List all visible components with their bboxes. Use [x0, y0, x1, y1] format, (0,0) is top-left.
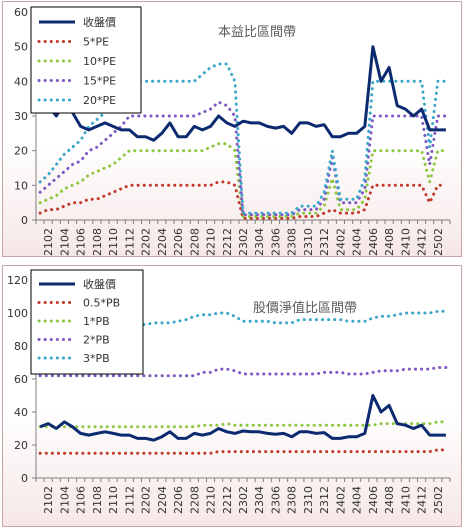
- x-tick-label: 2306: [269, 228, 282, 256]
- x-tick-label: 2106: [75, 486, 88, 514]
- x-tick-label: 2408: [383, 228, 396, 256]
- x-tick-label: 2310: [302, 228, 315, 256]
- x-tick-label: 2412: [416, 228, 429, 256]
- x-tick-label: 2106: [75, 228, 88, 256]
- x-tick-label: 2110: [107, 486, 120, 514]
- x-tick-label: 2206: [172, 228, 185, 256]
- x-tick-label: 2310: [302, 486, 315, 514]
- series-line-4: [38, 62, 448, 215]
- x-tick-label: 2404: [351, 486, 364, 514]
- legend-box: [30, 269, 144, 375]
- x-tick-label: 2304: [253, 228, 266, 256]
- x-tick-label: 2406: [367, 228, 380, 256]
- x-tick-label: 2112: [123, 228, 136, 256]
- y-tick-label: 120: [7, 274, 28, 287]
- x-tick-label: 2210: [205, 486, 218, 514]
- legend-label: 10*PE: [83, 55, 116, 68]
- x-tick-label: 2308: [286, 486, 299, 514]
- y-tick-label: 30: [14, 110, 28, 123]
- legend-label: 收盤價: [83, 277, 116, 291]
- y-tick-label: 10: [14, 179, 28, 192]
- y-tick-label: 40: [14, 75, 28, 88]
- y-tick-label: 0: [21, 214, 28, 227]
- x-tick-label: 2108: [91, 228, 104, 256]
- x-tick-label: 2312: [318, 486, 331, 514]
- chart-title: 股價淨值比區間帶: [253, 300, 357, 316]
- x-tick-label: 2406: [367, 486, 380, 514]
- series-line-0: [39, 45, 446, 142]
- x-tick-label: 2208: [188, 486, 201, 514]
- x-tick-label: 2210: [205, 228, 218, 256]
- pb-band-chart-panel: 0 20 40 60 80 100 120 2102 2104 2106 2108 2110 2112 2…: [2, 265, 462, 527]
- x-tick-label: 2302: [237, 228, 250, 256]
- x-tick-label: 2404: [351, 228, 364, 256]
- x-tick-label: 2102: [42, 486, 55, 514]
- y-tick-label: 40: [14, 406, 28, 419]
- y-tick-label: 50: [14, 41, 28, 54]
- x-tick-label: 2306: [269, 486, 282, 514]
- legend-label: 1*PB: [83, 315, 110, 328]
- legend-label: 20*PE: [83, 94, 116, 107]
- pe-band-chart-panel: 0 10 20 30 40 50 60 2102 2104 2106 2108 2110 2112 220…: [2, 1, 462, 257]
- x-tick-label: 2204: [156, 228, 169, 256]
- legend-box: [30, 6, 142, 114]
- x-tick-label: 2502: [432, 486, 445, 514]
- x-tick-label: 2202: [140, 486, 153, 514]
- series-line-1: [38, 448, 448, 455]
- x-tick-label: 2102: [42, 228, 55, 256]
- x-tick-label: 2206: [172, 486, 185, 514]
- x-tick-label: 2104: [58, 486, 71, 514]
- x-tick-label: 2108: [91, 486, 104, 514]
- x-tick-label: 2212: [221, 228, 234, 256]
- y-tick-label: 60: [14, 373, 28, 386]
- x-tick-label: 2408: [383, 486, 396, 514]
- legend-label: 3*PB: [83, 352, 110, 365]
- legend-label: 2*PB: [83, 334, 110, 347]
- y-tick-label: 60: [14, 6, 28, 19]
- x-tick-label: 2304: [253, 486, 266, 514]
- series-line-3: [38, 100, 448, 217]
- x-tick-label: 2110: [107, 228, 120, 256]
- series-line-0: [39, 394, 446, 442]
- x-tick-label: 2112: [123, 486, 136, 514]
- legend-label: 5*PE: [83, 36, 109, 49]
- x-tick-label: 2502: [432, 228, 445, 256]
- legend-label: 0.5*PB: [83, 297, 120, 310]
- x-tick-label: 2410: [399, 486, 412, 514]
- y-tick-label: 20: [14, 439, 28, 452]
- x-tick-label: 2202: [140, 228, 153, 256]
- x-tick-label: 2312: [318, 228, 331, 256]
- y-tick-label: 0: [21, 472, 28, 485]
- legend-label: 15*PE: [83, 75, 116, 88]
- x-tick-label: 2412: [416, 486, 429, 514]
- pe-band-chart: 0 10 20 30 40 50 60 2102 2104 2106 2108 2110 2112 220…: [14, 6, 451, 256]
- y-tick-label: 100: [7, 307, 28, 320]
- chart-title: 本益比區間帶: [218, 25, 296, 40]
- series-line-2: [38, 420, 448, 429]
- series-line-3: [38, 366, 448, 378]
- x-tick-label: 2302: [237, 486, 250, 514]
- x-tick-label: 2402: [334, 486, 347, 514]
- x-tick-label: 2104: [58, 228, 71, 256]
- series-line-1: [38, 180, 448, 220]
- y-tick-label: 20: [14, 145, 28, 158]
- y-tick-label: 80: [14, 340, 28, 353]
- x-tick-label: 2308: [286, 228, 299, 256]
- pb-band-chart: 0 20 40 60 80 100 120 2102 2104 2106 2108 2110 2112 2…: [7, 269, 451, 514]
- x-tick-label: 2212: [221, 486, 234, 514]
- series-line-2: [38, 142, 448, 218]
- x-tick-label: 2402: [334, 228, 347, 256]
- x-tick-label: 2410: [399, 228, 412, 256]
- x-tick-label: 2204: [156, 486, 169, 514]
- legend-label: 收盤價: [83, 15, 116, 29]
- x-tick-label: 2208: [188, 228, 201, 256]
